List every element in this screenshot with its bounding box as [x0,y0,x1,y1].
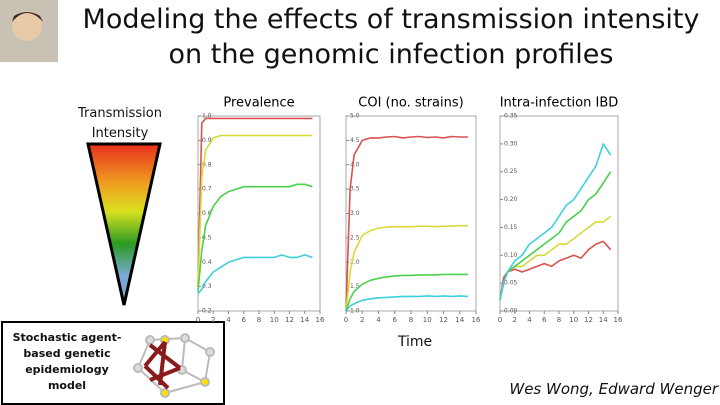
x-tick-label: 2 [360,316,364,324]
y-tick-label: 0.30 [504,140,518,147]
x-tick-label: 8 [557,316,561,324]
author-photo-hair [12,12,43,22]
y-tick-label: 3.0 [350,210,360,217]
x-tick-label: 14 [599,316,608,324]
y-tick-label: 0.8 [202,161,212,168]
intensity-triangle [86,142,162,306]
x-tick-label: 4 [226,316,231,324]
series-line [197,254,313,295]
y-tick-label: 0.25 [504,168,518,175]
x-tick-label: 2 [513,316,517,324]
chart-title: Intra-infection IBD [500,96,619,111]
y-tick-label: 3.5 [350,186,360,193]
plot-frame [499,115,619,312]
x-tick-label: 4 [527,316,532,324]
series-line [345,273,468,312]
y-tick-label: 0.6 [202,210,212,217]
y-tick-label: 1.0 [350,308,360,315]
author-photo-face [12,11,42,41]
y-tick-label: 0.00 [504,308,518,315]
plot-frame [345,115,477,312]
y-tick-label: 0.35 [504,113,518,120]
y-tick-label: 0.20 [504,196,518,203]
y-tick-label: 0.3 [202,283,212,290]
y-tick-label: 0.15 [504,224,518,231]
series-line [345,135,468,312]
x-tick-label: 4 [376,316,381,324]
x-tick-label: 2 [211,316,215,324]
authors: Wes Wong, Edward Wenger [509,380,718,398]
chart-title: Prevalence [223,96,294,111]
x-tick-label: 8 [409,316,413,324]
plot-frame [197,115,321,312]
x-tick-label: 14 [300,316,309,324]
y-tick-label: 2.0 [350,259,360,266]
network-icon [133,333,215,398]
x-tick-label: 12 [439,316,448,324]
x-tick-label: 12 [584,316,593,324]
y-tick-label: 0.5 [202,234,212,241]
y-tick-label: 0.4 [202,259,212,266]
x-tick-label: 8 [257,316,261,324]
x-tick-label: 0 [498,316,502,324]
y-tick-label: 4.5 [350,137,360,144]
x-tick-label: 16 [614,316,623,324]
y-tick-label: 0.10 [504,252,518,259]
x-tick-label: 12 [285,316,294,324]
y-tick-label: 1.5 [350,283,360,290]
series-line [499,143,612,301]
series-line [345,224,468,312]
x-tick-label: 10 [569,316,578,324]
x-tick-label: 16 [316,316,325,324]
x-tick-label: 0 [196,316,200,324]
x-tick-label: 6 [242,316,247,324]
y-tick-label: 4.0 [350,161,360,168]
x-tick-label: 16 [472,316,481,324]
x-tick-label: 6 [393,316,398,324]
model-box-text: Stochastic agent-based genetic epidemiol… [12,331,122,392]
series-line [499,240,612,301]
series-line [197,183,313,292]
series-line [197,117,313,287]
slide-title: Modeling the effects of transmission int… [82,4,700,70]
x-tick-label: 10 [270,316,279,324]
network-arrows [143,340,182,390]
x-tick-label: 10 [423,316,432,324]
y-tick-label: 0.7 [202,186,212,193]
y-tick-label: 2.5 [350,234,360,241]
chart-title: COI (no. strains) [358,96,463,111]
x-axis-label: Time [397,334,433,350]
y-tick-label: 0.2 [202,308,212,315]
x-tick-label: 6 [542,316,547,324]
x-tick-label: 0 [344,316,348,324]
y-tick-label: 0.9 [202,137,212,144]
series-line [499,171,612,301]
y-tick-label: 0.05 [504,280,518,287]
y-tick-label: 1.0 [202,113,212,120]
y-tick-label: 5.0 [350,113,360,120]
series-line [197,134,313,287]
x-tick-label: 14 [455,316,464,324]
intensity-label: Transmission Intensity [78,106,162,141]
series-line [345,295,468,312]
